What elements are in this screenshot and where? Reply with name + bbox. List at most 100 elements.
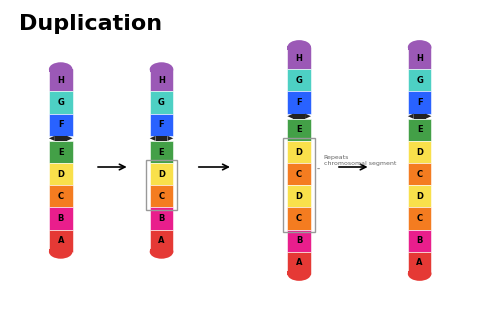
Bar — [288, 163, 311, 185]
Bar — [408, 207, 432, 229]
Text: E: E — [58, 148, 64, 157]
Bar — [408, 119, 432, 141]
Text: D: D — [416, 148, 423, 157]
Text: C: C — [296, 214, 302, 223]
Bar — [150, 229, 174, 252]
Text: E: E — [158, 148, 164, 157]
Bar — [408, 185, 432, 207]
Polygon shape — [150, 136, 156, 141]
Bar — [49, 229, 72, 252]
Text: Repeats
chromosomal segment: Repeats chromosomal segment — [324, 155, 396, 166]
Text: C: C — [416, 170, 422, 179]
Polygon shape — [408, 114, 414, 119]
Ellipse shape — [288, 267, 311, 281]
Bar — [49, 163, 72, 185]
Bar — [288, 46, 311, 50]
Text: C: C — [296, 170, 302, 179]
Bar — [408, 69, 432, 92]
Bar — [408, 229, 432, 252]
Bar — [288, 252, 311, 274]
Text: F: F — [296, 98, 302, 107]
Bar — [55, 136, 66, 141]
Text: A: A — [296, 258, 302, 267]
Bar — [146, 160, 177, 210]
Text: B: B — [416, 236, 423, 245]
Bar — [408, 252, 432, 274]
Bar — [414, 114, 426, 119]
Text: H: H — [158, 76, 165, 85]
Bar — [408, 47, 432, 69]
Text: E: E — [296, 125, 302, 134]
Text: A: A — [158, 236, 165, 245]
Ellipse shape — [288, 40, 311, 54]
Text: G: G — [296, 76, 302, 85]
Text: D: D — [57, 170, 64, 179]
Polygon shape — [305, 114, 311, 119]
Bar — [150, 185, 174, 207]
Bar — [49, 69, 72, 92]
Text: C: C — [416, 214, 422, 223]
Bar — [150, 92, 174, 114]
Bar — [150, 69, 174, 92]
Bar — [150, 163, 174, 185]
Text: H: H — [58, 76, 64, 85]
Text: H: H — [416, 54, 423, 63]
Text: G: G — [416, 76, 423, 85]
Text: D: D — [158, 170, 165, 179]
Text: F: F — [417, 98, 422, 107]
Bar — [150, 207, 174, 229]
Ellipse shape — [49, 244, 72, 259]
Bar — [408, 141, 432, 163]
Bar — [49, 68, 72, 72]
Bar — [294, 114, 305, 119]
Bar — [156, 136, 168, 141]
Bar — [288, 185, 311, 207]
Bar — [49, 185, 72, 207]
Ellipse shape — [408, 267, 432, 281]
Text: A: A — [416, 258, 423, 267]
Bar — [150, 68, 174, 72]
Ellipse shape — [408, 40, 432, 54]
Text: C: C — [58, 192, 64, 201]
Bar — [288, 69, 311, 92]
Text: G: G — [58, 98, 64, 107]
Bar — [49, 114, 72, 136]
Text: C: C — [158, 192, 164, 201]
Text: A: A — [58, 236, 64, 245]
Bar — [408, 46, 432, 50]
Ellipse shape — [49, 62, 72, 76]
Ellipse shape — [150, 244, 174, 259]
Bar — [288, 119, 311, 141]
Bar — [49, 141, 72, 163]
Text: G: G — [158, 98, 165, 107]
Text: E: E — [417, 125, 422, 134]
Bar — [408, 271, 432, 275]
Text: F: F — [58, 120, 64, 129]
Ellipse shape — [150, 62, 174, 76]
Text: B: B — [158, 214, 164, 223]
Bar — [288, 207, 311, 229]
Polygon shape — [426, 114, 432, 119]
Text: B: B — [296, 236, 302, 245]
Text: F: F — [158, 120, 164, 129]
Polygon shape — [49, 136, 55, 141]
Text: Duplication: Duplication — [19, 14, 162, 34]
Bar — [150, 141, 174, 163]
Text: B: B — [58, 214, 64, 223]
Polygon shape — [288, 114, 294, 119]
Polygon shape — [66, 136, 72, 141]
Bar — [288, 92, 311, 114]
Text: D: D — [296, 148, 302, 157]
Polygon shape — [168, 136, 173, 141]
Bar — [288, 229, 311, 252]
Bar — [49, 248, 72, 253]
Bar — [408, 92, 432, 114]
Bar — [408, 163, 432, 185]
Bar — [288, 271, 311, 275]
Bar — [150, 114, 174, 136]
Text: D: D — [296, 192, 302, 201]
Bar — [288, 141, 311, 163]
Bar — [288, 47, 311, 69]
Text: H: H — [296, 54, 302, 63]
Bar — [284, 138, 315, 232]
